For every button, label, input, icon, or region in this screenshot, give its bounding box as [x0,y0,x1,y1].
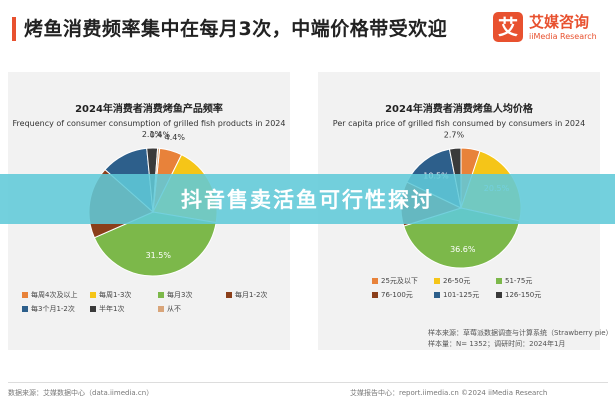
legend-item: 每周1-3次 [90,290,131,300]
pie-data-label: 31.5% [146,251,172,260]
legend-item: 26-50元 [434,276,470,286]
legend-item: 76-100元 [372,290,413,300]
legend-item: 25元及以下 [372,276,418,286]
data-source: 数据来源：艾媒数据中心（data.iimedia.cn） [8,389,154,397]
legend-swatch [434,292,440,298]
legend-label: 每周1-3次 [99,291,132,299]
legend-label: 每周4次及以上 [31,291,78,299]
banner-title: 抖音售卖活鱼可行性探讨 [181,188,434,212]
legend-label: 半年1次 [99,305,125,313]
legend-label: 126-150元 [505,291,542,299]
legend-item: 126-150元 [496,290,541,300]
legend-swatch [90,306,96,312]
chart-subtitle: Per capita price of grilled fish consume… [332,119,586,128]
logo-english: iiMedia Research [529,32,597,41]
pie-data-label: 2.1% [142,130,163,139]
pie-data-label: 36.6% [450,245,476,254]
legend-item: 51-75元 [496,276,532,286]
legend-label: 每月3次 [167,291,193,299]
pie-data-label: 0.4% [150,130,171,139]
pie-data-label: 2.7% [444,130,465,139]
title-accent-bar [12,17,16,41]
legend-swatch [372,292,378,298]
legend-item: 每3个月1-2次 [22,304,75,314]
header: 烤鱼消费频率集中在每月3次，中端价格带受欢迎 艾 艾媒咨询 iiMedia Re… [0,0,615,58]
legend-item: 从不 [158,304,181,314]
legend-item: 半年1次 [90,304,124,314]
legend-label: 每3个月1-2次 [31,305,75,313]
legend-label: 76-100元 [381,291,413,299]
legend-swatch [22,306,28,312]
pie-data-label: 4.4% [165,133,186,142]
legend-swatch [158,306,164,312]
legend-swatch [496,292,502,298]
legend-swatch [226,292,232,298]
sample-source-note: 样本来源：草莓派数据调查与计算系统（Strawberry pie） [428,329,613,337]
legend-swatch [496,278,502,284]
pie-slice [93,211,217,277]
sample-size-note: 样本量：N= 1352；调研时间：2024年1月 [428,340,566,348]
copyright: 艾媒报告中心：report.iimedia.cn ©2024 iiMedia R… [350,389,548,397]
legend-item: 101-125元 [434,290,479,300]
legend-swatch [22,292,28,298]
iimedia-logo-icon: 艾 [493,12,523,42]
legend-label: 101-125元 [443,291,480,299]
legend-swatch [158,292,164,298]
overlay-banner: 抖音售卖活鱼可行性探讨 [0,174,615,224]
legend-item: 每月1-2次 [226,290,267,300]
legend-label: 每月1-2次 [235,291,268,299]
legend-swatch [372,278,378,284]
footer-divider [8,382,608,383]
legend-label: 26-50元 [443,277,471,285]
legend-label: 25元及以下 [381,277,418,285]
chart-title: 2024年消费者消费烤鱼人均价格 [385,104,533,115]
chart-subtitle: Frequency of consumer consumption of gri… [12,119,286,128]
legend-label: 51-75元 [505,277,533,285]
chart-title: 2024年消费者消费烤鱼产品频率 [75,104,223,115]
legend-item: 每周4次及以上 [22,290,77,300]
legend-item: 每月3次 [158,290,192,300]
legend-swatch [90,292,96,298]
logo-name: 艾媒咨询 [529,13,590,31]
page-title: 烤鱼消费频率集中在每月3次，中端价格带受欢迎 [24,18,448,40]
legend-label: 从不 [167,305,181,313]
legend-swatch [434,278,440,284]
